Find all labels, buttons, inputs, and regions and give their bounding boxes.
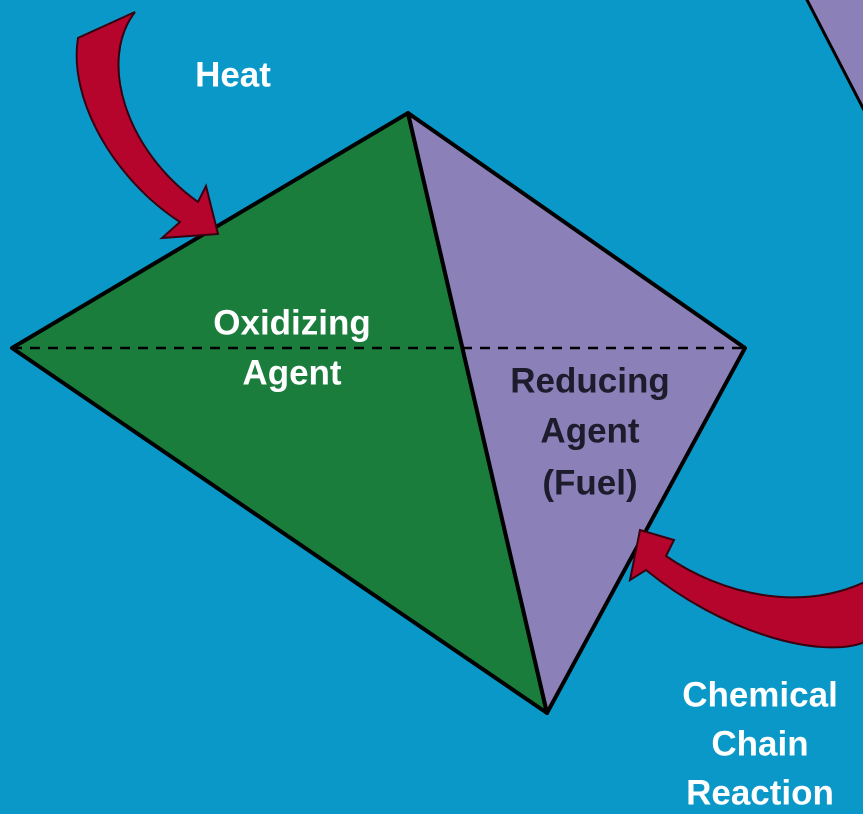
label-line: Agent <box>242 353 342 392</box>
label-line: Agent <box>540 411 640 450</box>
label-line: Chain <box>711 724 808 763</box>
label-line: Chemical <box>682 675 838 714</box>
label-line: Heat <box>195 55 271 94</box>
label-line: Oxidizing <box>213 303 371 342</box>
fire-tetrahedron: Heat Oxidizing Agent Reducing Agent (Fue… <box>0 0 863 814</box>
label-line: (Fuel) <box>542 463 637 502</box>
label-line: Reaction <box>686 773 834 812</box>
heat-label: Heat <box>195 55 271 94</box>
label-line: Reducing <box>510 361 669 400</box>
